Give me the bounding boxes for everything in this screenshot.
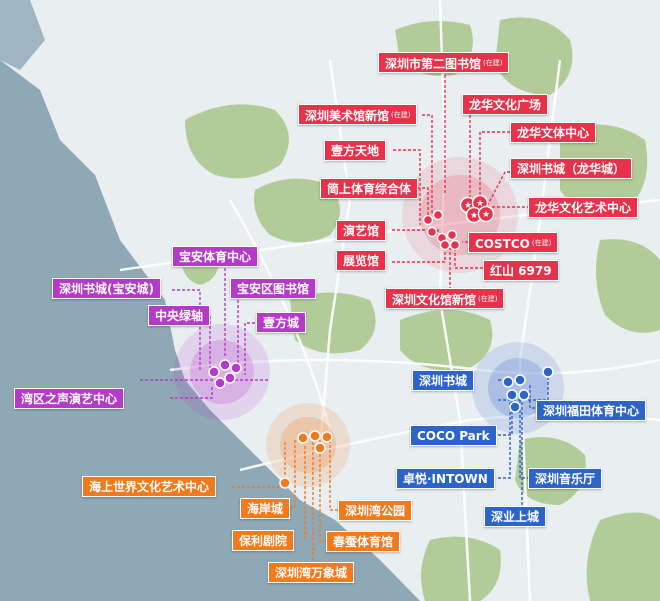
label-futian-sports-center[interactable]: 深圳福田体育中心 <box>536 400 647 421</box>
label-yifang-city[interactable]: 壹方城 <box>256 312 307 333</box>
label-shenzhen-second-library[interactable]: 深圳市第二图书馆 (在建) <box>378 52 510 73</box>
label-text: 龙华文化广场 <box>469 98 542 112</box>
label-note: (在建) <box>391 111 411 119</box>
label-shenzhen-bay-mixc[interactable]: 深圳湾万象城 <box>268 562 355 583</box>
svg-text:★: ★ <box>470 211 478 221</box>
label-exhibition-hall[interactable]: 展览馆 <box>336 250 387 271</box>
svg-text:★: ★ <box>476 199 484 209</box>
label-text: 深圳书城(宝安城) <box>59 282 154 296</box>
svg-text:★: ★ <box>464 201 472 211</box>
label-text: 深圳书城 <box>419 374 468 388</box>
label-text: 湾区之声演艺中心 <box>21 392 118 406</box>
label-shenzhen-art-museum[interactable]: 深圳美术馆新馆 (在建) <box>298 104 418 125</box>
label-text: 深圳湾万象城 <box>275 566 348 580</box>
label-upperhills[interactable]: 深业上城 <box>484 506 547 527</box>
label-hongshan-6979[interactable]: 红山 6979 <box>483 260 559 281</box>
label-text: 壹方城 <box>263 316 300 330</box>
label-text: 龙华文化艺术中心 <box>535 201 632 215</box>
label-zhuoyue-intown[interactable]: 卓悦·INTOWN <box>396 468 495 489</box>
label-longhua-sports-center[interactable]: 龙华文体中心 <box>510 122 597 143</box>
label-text: 海上世界文化艺术中心 <box>89 480 210 494</box>
label-text: 壹方天地 <box>331 144 380 158</box>
label-shenzhen-bookcity[interactable]: 深圳书城 <box>412 370 475 391</box>
label-note: (在建) <box>483 59 503 67</box>
label-text: 深业上城 <box>491 510 540 524</box>
label-text: 宝安区图书馆 <box>237 282 310 296</box>
label-text: 深圳文化馆新馆 <box>392 293 477 307</box>
label-text: 龙华文体中心 <box>517 126 590 140</box>
label-text: COSTCO <box>475 237 530 251</box>
label-text: 中央绿轴 <box>155 309 204 323</box>
label-central-green-axis[interactable]: 中央绿轴 <box>148 305 211 326</box>
label-text: 深圳市第二图书馆 <box>385 57 482 71</box>
label-note: (在建) <box>531 239 552 247</box>
label-text: 红山 6979 <box>490 264 552 278</box>
label-text: 春蚕体育馆 <box>333 535 394 549</box>
label-baoan-library[interactable]: 宝安区图书馆 <box>230 278 317 299</box>
label-text: 演艺馆 <box>343 224 380 238</box>
label-longhua-arts-center[interactable]: 龙华文化艺术中心 <box>528 197 639 218</box>
label-longhua-culture-square[interactable]: 龙华文化广场 <box>462 94 549 115</box>
label-shenzhen-bookcity-baoan[interactable]: 深圳书城(宝安城) <box>52 278 161 299</box>
label-text: 深圳音乐厅 <box>535 472 596 486</box>
label-text: 深圳美术馆新馆 <box>305 109 390 123</box>
label-text: 保利剧院 <box>239 534 288 548</box>
label-text: 深圳书城（龙华城） <box>517 162 626 176</box>
label-baoan-sports-center[interactable]: 宝安体育中心 <box>172 246 259 267</box>
label-note: (在建) <box>478 295 498 303</box>
label-text: 卓悦·INTOWN <box>403 472 488 486</box>
label-coco-park[interactable]: COCO Park <box>410 425 497 446</box>
label-shenzhen-culture-center[interactable]: 深圳文化馆新馆 (在建) <box>385 288 505 309</box>
label-text: 宝安体育中心 <box>179 250 252 264</box>
label-text: 深圳福田体育中心 <box>543 404 640 418</box>
label-shenzhen-concert-hall[interactable]: 深圳音乐厅 <box>528 468 603 489</box>
label-bay-area-voice-center[interactable]: 湾区之声演艺中心 <box>14 388 125 409</box>
label-text: 海岸城 <box>247 502 284 516</box>
sea-area <box>0 60 420 601</box>
label-sea-world-arts-center[interactable]: 海上世界文化艺术中心 <box>82 476 217 497</box>
label-text: 简上体育综合体 <box>327 182 412 196</box>
label-text: 展览馆 <box>343 254 380 268</box>
label-text: 深圳湾公园 <box>345 504 406 518</box>
label-poly-theater[interactable]: 保利剧院 <box>232 530 295 551</box>
label-performing-arts-hall[interactable]: 演艺馆 <box>336 220 387 241</box>
label-yifang-tiandi[interactable]: 壹方天地 <box>324 140 387 161</box>
label-text: COCO Park <box>417 429 490 443</box>
label-shenzhen-bay-park[interactable]: 深圳湾公园 <box>338 500 413 521</box>
label-shenzhen-bookcity-longhua[interactable]: 深圳书城（龙华城） <box>510 158 633 179</box>
label-jianshang-sports-complex[interactable]: 简上体育综合体 <box>320 178 419 199</box>
label-chuncan-stadium[interactable]: 春蚕体育馆 <box>326 531 401 552</box>
label-coastal-city[interactable]: 海岸城 <box>240 498 291 519</box>
label-costco[interactable]: COSTCO (在建) <box>468 232 559 253</box>
svg-text:★: ★ <box>482 210 490 220</box>
